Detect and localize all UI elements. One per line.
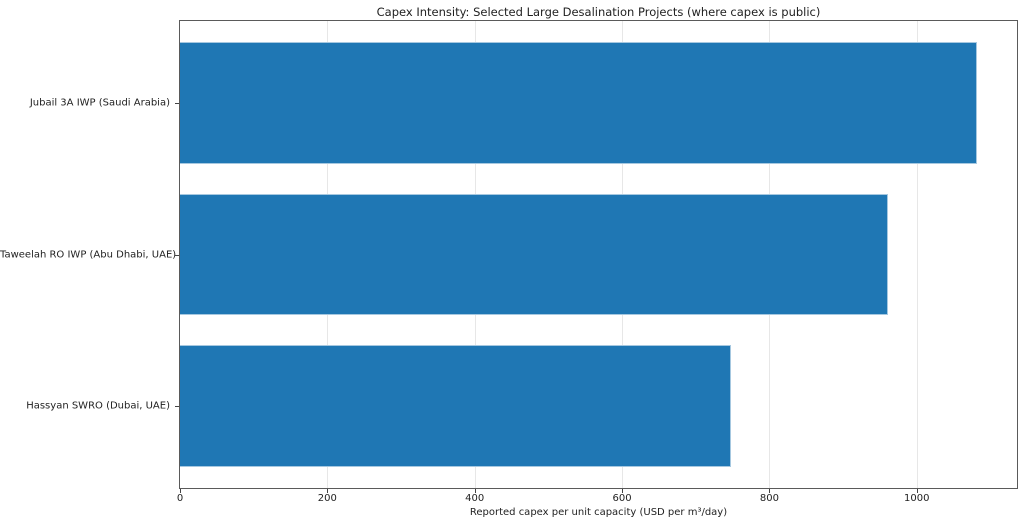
- x-tick-mark: [622, 489, 624, 493]
- x-tick-mark: [474, 489, 476, 493]
- x-tick-label: 400: [465, 493, 485, 504]
- y-tick-label: Taweelah RO IWP (Abu Dhabi, UAE): [0, 249, 177, 260]
- y-tick-label: Hassyan SWRO (Dubai, UAE): [26, 400, 170, 412]
- x-axis-label: Reported capex per unit capacity (USD pe…: [469, 507, 728, 518]
- x-tick-mark: [769, 489, 771, 493]
- gridline-x-1000: [916, 21, 918, 488]
- x-tick-label: 800: [759, 493, 779, 504]
- bar-hassyan-swro-dubai-uae: [180, 345, 732, 467]
- chart-title: Capex Intensity: Selected Large Desalina…: [376, 5, 821, 19]
- x-tick-mark: [180, 489, 181, 493]
- x-tick-label: 1000: [904, 493, 930, 504]
- x-tick-label: 0: [176, 493, 184, 504]
- plot-area: [179, 20, 1018, 489]
- x-tick-mark: [327, 489, 329, 493]
- y-tick-mark: [175, 102, 179, 104]
- bar-jubail-3a-iwp-saudi-arabia: [180, 42, 978, 164]
- y-tick-mark: [175, 254, 179, 256]
- y-tick-label: Jubail 3A IWP (Saudi Arabia): [29, 97, 170, 109]
- x-tick-label: 600: [612, 493, 632, 504]
- x-tick-mark: [916, 489, 918, 493]
- y-tick-mark: [175, 406, 179, 408]
- bar-taweelah-ro-iwp-abu-dhabi-uae: [180, 193, 889, 316]
- x-tick-label: 200: [317, 493, 337, 504]
